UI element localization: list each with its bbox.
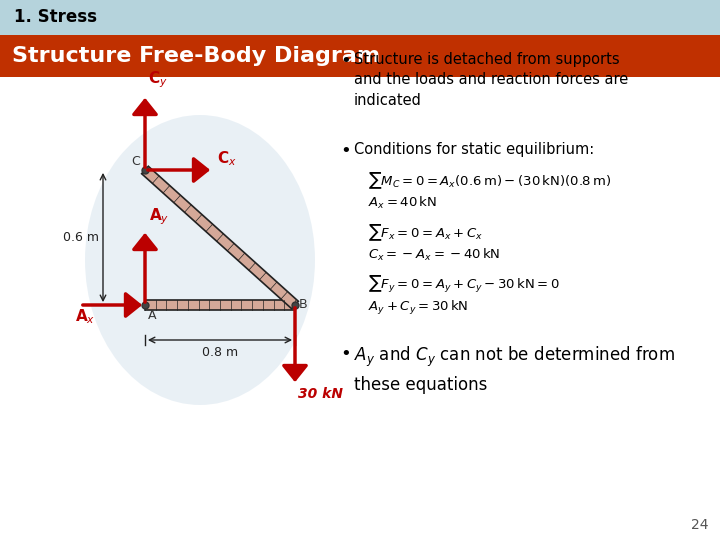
Text: $\sum F_y = 0 = A_y + C_y - 30\,\mathrm{kN} = 0$: $\sum F_y = 0 = A_y + C_y - 30\,\mathrm{… [368, 274, 560, 295]
Bar [0, 35, 720, 77]
Text: •: • [340, 52, 351, 70]
Text: $\mathbf{C}_y$: $\mathbf{C}_y$ [148, 70, 168, 90]
Text: 0.8 m: 0.8 m [202, 346, 238, 359]
Ellipse shape [85, 115, 315, 405]
Text: 0.6 m: 0.6 m [63, 231, 99, 244]
Text: Structure Free-Body Diagram: Structure Free-Body Diagram [12, 46, 380, 66]
Text: •: • [340, 142, 351, 160]
Text: $\mathbf{C}_x$: $\mathbf{C}_x$ [217, 149, 237, 168]
Text: C: C [131, 155, 140, 168]
Text: 24: 24 [690, 518, 708, 532]
Text: $A_y$ and $C_y$ can not be determined from
these equations: $A_y$ and $C_y$ can not be determined fr… [354, 345, 675, 394]
Text: 1. Stress: 1. Stress [14, 9, 97, 26]
Text: •: • [340, 345, 351, 363]
Text: $\sum F_x = 0 = A_x + C_x$: $\sum F_x = 0 = A_x + C_x$ [368, 222, 483, 242]
Text: Structure is detached from supports
and the loads and reaction forces are
indica: Structure is detached from supports and … [354, 52, 629, 108]
Text: $\mathbf{A}_x$: $\mathbf{A}_x$ [75, 307, 95, 326]
Text: $C_x = -A_x = -40\,\mathrm{kN}$: $C_x = -A_x = -40\,\mathrm{kN}$ [368, 247, 500, 263]
Text: B: B [299, 299, 307, 312]
Bar [0, 0, 720, 35]
Text: $\sum M_C = 0 = A_x(0.6\,\mathrm{m}) - (30\,\mathrm{kN})(0.8\,\mathrm{m})$: $\sum M_C = 0 = A_x(0.6\,\mathrm{m}) - (… [368, 170, 611, 191]
Text: $A_y + C_y = 30\,\mathrm{kN}$: $A_y + C_y = 30\,\mathrm{kN}$ [368, 299, 469, 317]
Text: 30 kN: 30 kN [298, 387, 343, 401]
Polygon shape [145, 300, 295, 310]
Text: $\mathbf{A}_y$: $\mathbf{A}_y$ [149, 206, 169, 227]
Text: Conditions for static equilibrium:: Conditions for static equilibrium: [354, 142, 594, 157]
Text: $A_x = 40\,\mathrm{kN}$: $A_x = 40\,\mathrm{kN}$ [368, 195, 437, 211]
Polygon shape [142, 166, 298, 309]
Text: A: A [148, 309, 156, 322]
